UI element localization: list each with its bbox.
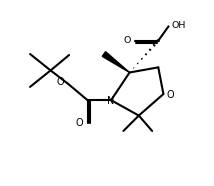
Text: N: N — [107, 96, 114, 106]
Text: O: O — [76, 118, 83, 128]
Text: O: O — [56, 77, 64, 87]
Text: O: O — [123, 36, 131, 45]
Text: O: O — [166, 90, 174, 100]
Text: OH: OH — [171, 21, 186, 30]
Polygon shape — [102, 52, 129, 73]
